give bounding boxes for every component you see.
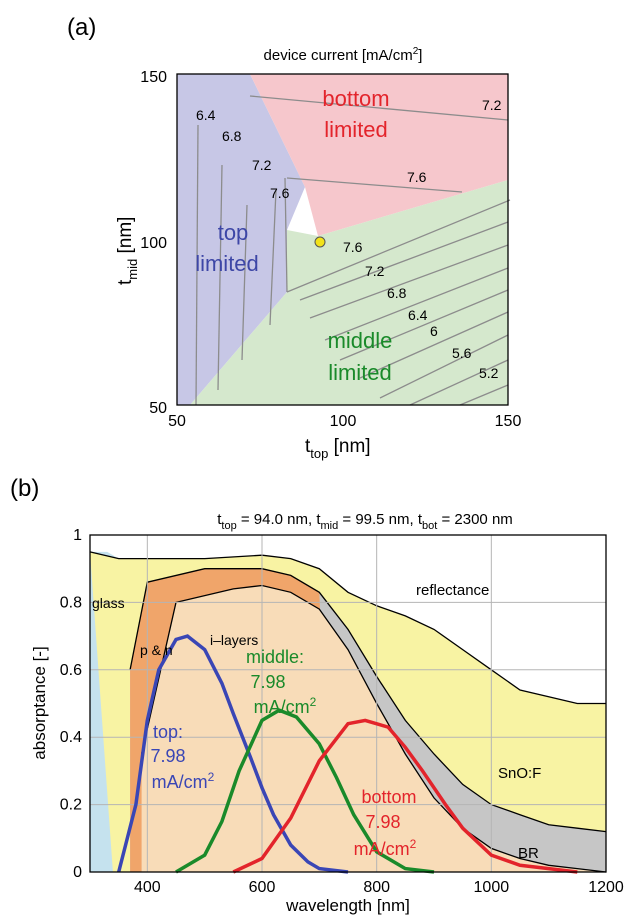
panel-a-frame	[176, 73, 509, 406]
panel-b-label: (b)	[10, 475, 39, 502]
contour-label-group: 6.46.87.27.67.27.67.67.26.86.465.65.2	[196, 97, 502, 381]
bottom-absorptance-curve	[232, 718, 578, 874]
panel-b-ytick: 0.4	[60, 729, 82, 746]
reflectance-label: reflectance	[416, 582, 489, 599]
middle-curve-label-3: mA/cm2	[254, 695, 317, 717]
panel-a-xlabel: ttop [nm]	[305, 436, 371, 461]
contour-label: 6.4	[408, 307, 428, 323]
ilayers-label: i–layers	[210, 632, 258, 648]
contour-label: 7.2	[482, 97, 502, 113]
panel-b-frame	[89, 534, 607, 873]
panel-a-title: device current [mA/cm2]	[264, 46, 423, 64]
contour-label: 6.8	[222, 128, 242, 144]
bottom-curve-label-3: mA/cm2	[354, 837, 417, 859]
panel-b-ytick: 0.8	[60, 594, 82, 611]
panel-a-ytick-50: 50	[149, 400, 167, 417]
panel-b-xtick: 800	[363, 879, 390, 896]
bottom-region-label-1: bottom	[322, 86, 389, 111]
panel-b-title: ttop = 94.0 nm, tmid = 99.5 nm, tbot = 2…	[217, 511, 513, 532]
contour-label: 6.8	[387, 285, 407, 301]
design-point-marker	[314, 236, 326, 248]
top-curve-label-2: 7.98	[150, 746, 185, 766]
contour-label: 5.6	[452, 345, 472, 361]
glass-label: glass	[92, 595, 125, 611]
panel-a-ytick-150: 150	[140, 69, 167, 86]
panel-b-tick-labels: 400 600 800 1000 1200 0 0.2 0.4 0.6 0.8 1	[60, 527, 624, 896]
panel-a-xtick-100: 100	[330, 413, 357, 430]
contour-label: 7.6	[343, 239, 363, 255]
panel-a-xtick-50: 50	[168, 413, 186, 430]
contour-label: 6.4	[196, 107, 216, 123]
middle-curve-label-2: 7.98	[250, 672, 285, 692]
snof-label: SnO:F	[498, 765, 541, 782]
contour-label: 7.6	[407, 169, 427, 185]
top-region-label-1: top	[218, 220, 249, 245]
pn-line	[129, 568, 607, 833]
top-curve-label-1: top:	[153, 722, 183, 742]
pn-label: p & n	[140, 642, 173, 658]
panel-b-xlabel: wavelength [nm]	[285, 896, 410, 915]
middle-region-label-2: limited	[328, 360, 392, 385]
contour-label: 7.2	[365, 263, 385, 279]
bottom-curve-label-2: 7.98	[365, 812, 400, 832]
panel-b-xtick: 1200	[588, 879, 624, 896]
middle-region-label-1: middle	[328, 328, 393, 353]
panel-b-xtick: 600	[249, 879, 276, 896]
panel-b-ytick: 1	[73, 527, 82, 544]
top-curve-label-3: mA/cm2	[152, 770, 215, 792]
bottom-region-label-2: limited	[324, 117, 388, 142]
top-limited-region	[177, 74, 305, 405]
panel-a-ylabel: tmid [nm]	[115, 217, 140, 285]
top-absorptance-curve	[117, 634, 349, 874]
contour-label: 7.2	[252, 157, 272, 173]
panel-b-ytick: 0.2	[60, 797, 82, 814]
panel-b-ytick: 0	[73, 864, 82, 881]
top-region-label-2: limited	[195, 251, 259, 276]
panel-a-ytick-100: 100	[140, 235, 167, 252]
br-label: BR	[518, 845, 539, 862]
panel-b-ylabel: absorptance [-]	[30, 646, 49, 759]
contour-lines	[195, 95, 511, 406]
middle-curve-label-1: middle:	[246, 647, 304, 667]
panel-b-grid	[90, 535, 606, 872]
bottom-curve-label-1: bottom	[361, 787, 416, 807]
panel-b-xtick: 400	[134, 879, 161, 896]
panel-a-label: (a)	[67, 14, 96, 41]
panel-a-xtick-150: 150	[495, 413, 522, 430]
panel-b-plot: 400 600 800 1000 1200 0 0.2 0.4 0.6 0.8 1 glass p …	[60, 527, 624, 896]
absorptance-areas	[89, 551, 607, 873]
contour-label: 7.6	[270, 185, 290, 201]
contour-label: 6	[430, 323, 438, 339]
contour-label: 5.2	[479, 365, 499, 381]
panel-b-ytick: 0.6	[60, 662, 82, 679]
panel-b-xtick: 1000	[474, 879, 510, 896]
panel-a-plot: 6.46.87.27.67.27.67.67.26.86.465.65.2 to…	[176, 73, 511, 406]
ilayers-area	[141, 585, 606, 872]
absorption-curves	[117, 634, 578, 874]
middle-absorptance-curve	[175, 708, 435, 874]
